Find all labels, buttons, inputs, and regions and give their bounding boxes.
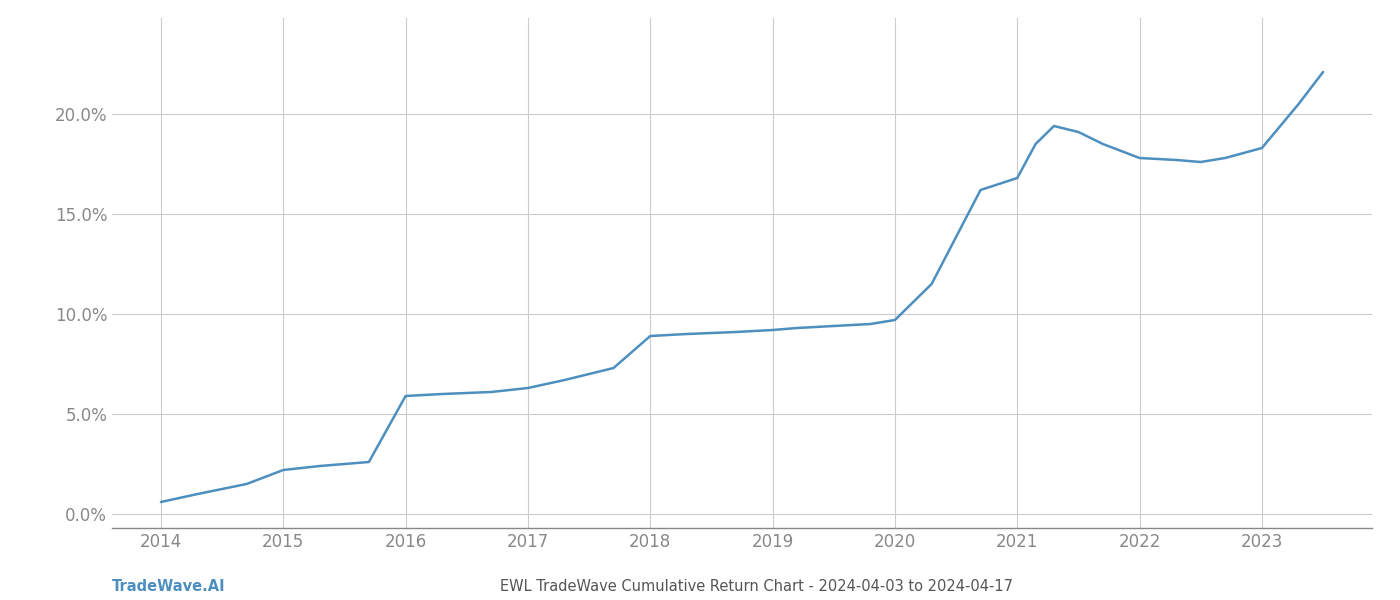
Text: TradeWave.AI: TradeWave.AI xyxy=(112,579,225,594)
Text: EWL TradeWave Cumulative Return Chart - 2024-04-03 to 2024-04-17: EWL TradeWave Cumulative Return Chart - … xyxy=(500,579,1012,594)
